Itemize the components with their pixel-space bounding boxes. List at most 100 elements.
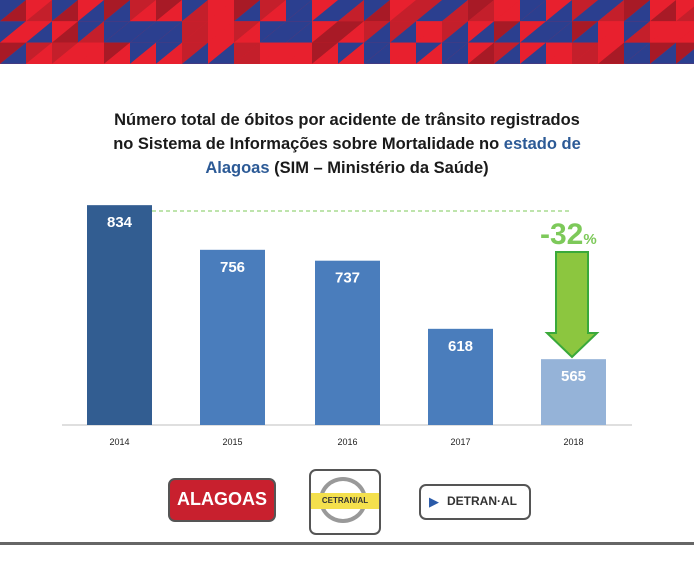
title-highlight-alagoas: Alagoas [205,159,270,177]
banner-tile [494,42,520,64]
header-banner-pattern [0,0,694,64]
bar-2015 [200,249,265,425]
data-label-2015: 756 [220,259,245,276]
bar-chart: 834 2014 756 2015 737 2016 618 2017 565 2018 -32% [62,205,632,447]
change-annotation: -32% [540,218,597,251]
banner-tile [442,42,468,64]
banner-tile [624,21,650,43]
banner-tile [234,42,260,64]
banner-tile [676,27,694,43]
banner-tile [26,21,52,43]
banner-tile [390,21,416,43]
banner-tile [442,21,468,43]
banner-tile [546,0,572,22]
banner-tile [676,21,694,43]
data-label-2016: 737 [335,270,360,287]
banner-tile [546,42,572,64]
banner-tile [0,21,26,43]
banner-tile [468,42,494,64]
alagoas-logo: ALAGOAS [168,478,276,522]
banner-tile [624,42,650,64]
banner-tile [468,21,494,43]
banner-tile [598,21,624,43]
data-label-2014: 834 [107,214,133,231]
banner-tile [0,42,26,64]
banner-tile [156,42,182,64]
banner-tile [182,21,208,43]
banner-tile [312,0,338,22]
banner-tile [234,0,260,22]
banner-tile [286,0,312,22]
footer-divider [0,542,694,545]
banner-tile [468,0,494,22]
banner-tile [650,0,676,22]
banner-tile [312,21,338,43]
banner-tile [260,0,286,22]
cetran-logo: CETRAN/AL [309,469,381,535]
detran-logo-text: DETRAN·AL [447,494,517,508]
x-tick-label-2015: 2015 [222,437,242,447]
x-tick-label-2014: 2014 [109,437,129,447]
banner-tile [494,21,520,43]
banner-tile [338,0,364,22]
banner-tile [572,42,598,64]
banner-tile [390,0,416,22]
banner-tile [572,0,598,22]
data-label-2018: 565 [561,368,586,385]
bar-2014 [87,205,152,425]
banner-tile [364,0,390,22]
banner-tile [624,0,650,22]
banner-tile [52,42,78,64]
banner-tile [676,0,694,22]
banner-tile [416,42,442,64]
banner-tile [286,42,312,64]
banner-tile [26,42,52,64]
banner-tile [338,21,364,43]
banner-tile [364,21,390,43]
banner-tile [676,6,694,22]
banner-tile [598,0,624,22]
banner-tile [390,42,416,64]
bar-2018 [541,359,606,425]
banner-tile [52,21,78,43]
banner-tile [286,21,312,43]
banner-tile [650,42,676,64]
banner-tile [130,21,156,43]
banner-tile [104,21,130,43]
data-label-2017: 618 [448,338,473,355]
bar-2017 [428,328,493,425]
banner-tile [156,21,182,43]
banner-tile [338,42,364,64]
banner-tile [52,0,78,22]
title-highlight: estado de [503,135,581,153]
banner-tile [26,0,52,22]
banner-tile [0,0,26,22]
banner-tile [182,42,208,64]
banner-tile [520,0,546,22]
banner-tile [208,21,234,43]
banner-tile [312,42,338,64]
banner-tile [130,0,156,22]
banner-tile [416,21,442,43]
banner-tile [676,42,694,64]
banner-tile [78,42,104,64]
title-line-3: (SIM – Ministério da Saúde) [269,159,489,177]
banner-tile [104,0,130,22]
banner-tile [572,21,598,43]
title-line-1: Número total de óbitos por acidente de t… [114,111,580,129]
banner-tile [208,0,234,22]
banner-tile [494,0,520,22]
banner-tile [234,21,260,43]
banner-tile [208,42,234,64]
banner-tile [520,21,546,43]
alagoas-logo-text: ALAGOAS [177,489,267,509]
bar-2016 [315,260,380,425]
x-tick-label-2018: 2018 [563,437,583,447]
banner-tile [520,42,546,64]
banner-tile [78,0,104,22]
banner-tile [78,21,104,43]
title-line-2: no Sistema de Informações sobre Mortalid… [113,135,504,153]
banner-tile [676,49,694,64]
banner-tile [442,0,468,22]
banner-tile [416,0,442,22]
